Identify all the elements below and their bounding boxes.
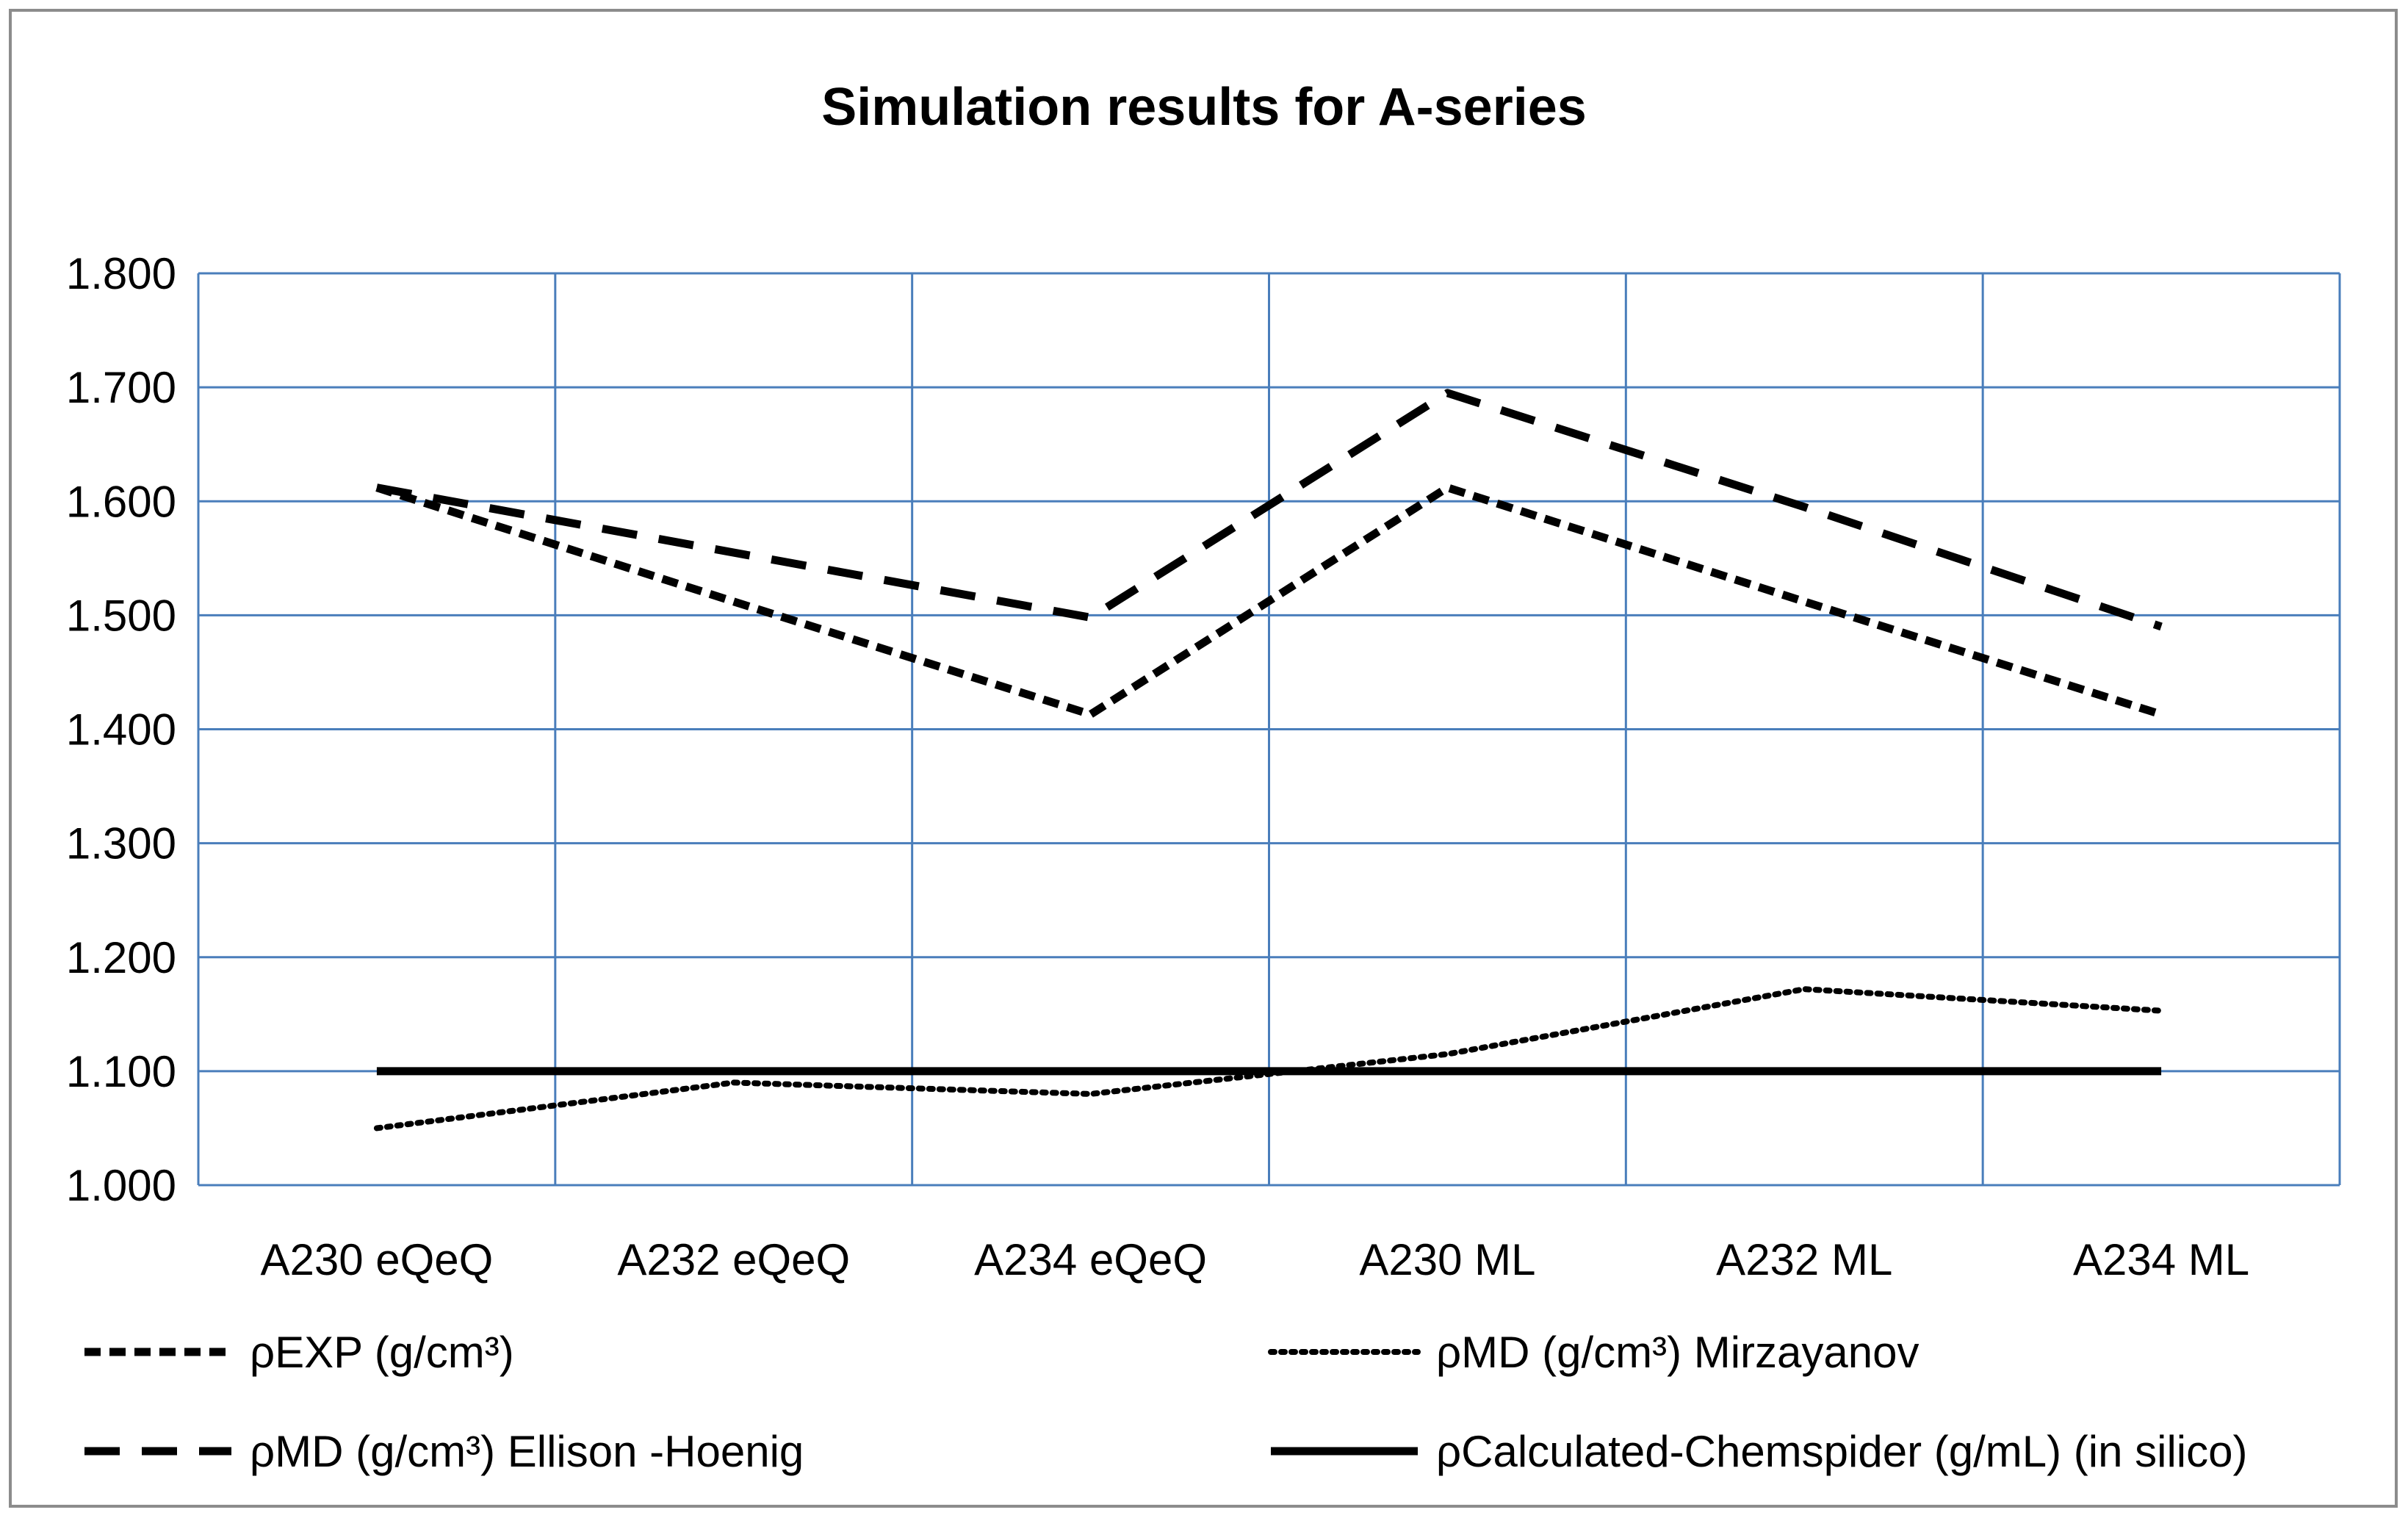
series-line-3 [375,389,2163,631]
legend-label-4: ρCalculated-Chemspider (g/mL) (in silico… [1436,1427,2247,1476]
x-tick-label: A230 eQeQ [260,1235,493,1284]
series-line-1 [375,483,2163,719]
x-tick-label: A234 eQeQ [974,1235,1207,1284]
x-tick-label: A230 ML [1359,1235,1535,1284]
x-tick-label: A232 ML [1716,1235,1892,1284]
y-tick-label: 1.500 [66,591,176,640]
y-tick-label: 1.300 [66,819,176,868]
legend-label-2: ρMD (g/cm³) Mirzayanov [1436,1328,1919,1377]
y-tick-label: 1.700 [66,363,176,412]
chart-title: Simulation results for A-series [821,78,1587,137]
series-layer [373,389,2165,1132]
y-tick-label: 1.200 [66,933,176,982]
x-tick-label: A234 ML [2073,1235,2249,1284]
x-tick-label: A232 eQeQ [617,1235,850,1284]
chart-frame [9,9,2398,1508]
y-tick-label: 1.800 [66,249,176,298]
y-tick-label: 1.400 [66,705,176,755]
legend-label-1: ρEXP (g/cm³) [250,1328,514,1377]
y-tick-label: 1.100 [66,1047,176,1096]
y-tick-label: 1.600 [66,477,176,526]
legend-label-3: ρMD (g/cm³) Ellison -Hoenig [250,1427,804,1476]
grid-layer [197,272,2341,1187]
y-axis-ticks: 1.000 1.100 1.200 1.300 1.400 1.500 1.600 1.700… [66,249,176,1210]
legend: ρEXP (g/cm³) ρMD (g/cm³) Mirzayanov ρMD (g… [84,1328,2247,1476]
x-axis-ticks: A230 eQeQ A232 eQeQ A234 eQeQ A230 ML A232 M… [260,1235,2249,1284]
y-tick-label: 1.000 [66,1161,176,1210]
